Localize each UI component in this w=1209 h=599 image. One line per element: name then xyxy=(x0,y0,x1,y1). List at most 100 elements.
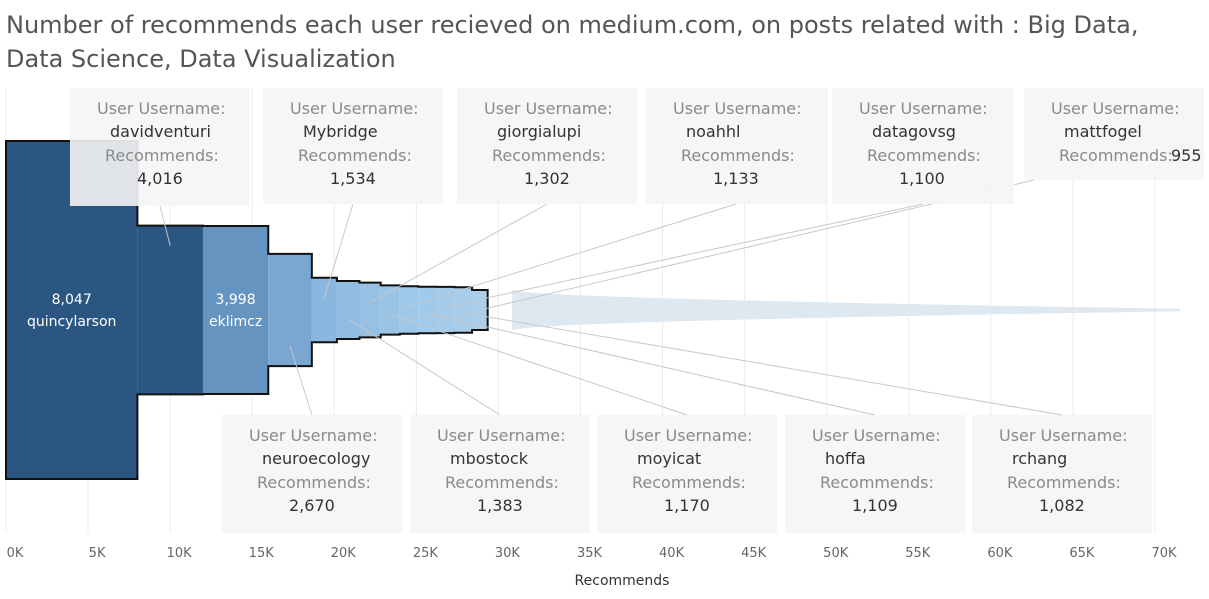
x-tick-label: 20K xyxy=(331,546,357,561)
bar-mbostock xyxy=(336,280,360,340)
x-tick-label: 45K xyxy=(741,546,767,561)
card-recommends-key: Recommends: xyxy=(298,146,412,165)
tooltip-card xyxy=(263,88,443,204)
tooltip-card xyxy=(597,415,777,533)
bar-Mybridge xyxy=(311,277,337,343)
card-recommends-key: Recommends: xyxy=(492,146,606,165)
card-recommends-key: Recommends: xyxy=(1059,146,1173,165)
bar-hoffa xyxy=(418,286,437,334)
x-tick-label: 0K xyxy=(7,546,24,561)
x-tick-label: 25K xyxy=(413,546,439,561)
tooltip-card xyxy=(1024,88,1204,180)
tooltip-card xyxy=(785,415,965,533)
card-user-value: mbostock xyxy=(450,449,529,468)
card-recommends-value: 4,016 xyxy=(137,169,183,188)
card-recommends-value: 1,383 xyxy=(477,496,523,515)
x-axis-title: Recommends xyxy=(575,573,670,589)
card-user-value: davidventuri xyxy=(110,122,211,141)
card-user-value: neuroecology xyxy=(262,449,370,468)
x-tick-label: 10K xyxy=(167,546,193,561)
tooltip-card xyxy=(457,88,637,204)
x-tick-label: 35K xyxy=(577,546,603,561)
card-user-value: datagovsg xyxy=(872,122,956,141)
card-recommends-value: 2,670 xyxy=(289,496,335,515)
card-recommends-value: 1,133 xyxy=(713,169,759,188)
card-recommends-value: 1,082 xyxy=(1039,496,1085,515)
card-recommends-value: 1,100 xyxy=(899,169,945,188)
card-recommends-key: Recommends: xyxy=(1007,473,1121,492)
tooltip-card xyxy=(646,88,826,204)
card-recommends-value: 1,170 xyxy=(664,496,710,515)
card-user-value: noahhl xyxy=(686,122,740,141)
card-recommends-key: Recommends: xyxy=(105,146,219,165)
card-user-key: User Username: xyxy=(249,426,378,445)
leader-line xyxy=(390,314,688,416)
leader-line xyxy=(445,203,924,308)
card-user-key: User Username: xyxy=(437,426,566,445)
x-tick-label: 15K xyxy=(249,546,275,561)
card-user-key: User Username: xyxy=(97,99,226,118)
bar-giorgialupi xyxy=(359,282,381,338)
x-tick-label: 70K xyxy=(1151,546,1177,561)
card-user-value: giorgialupi xyxy=(497,122,581,141)
leader-line xyxy=(369,203,548,304)
leader-line xyxy=(427,312,876,416)
card-user-value: Mybridge xyxy=(303,122,378,141)
card-recommends-key: Recommends: xyxy=(445,473,559,492)
card-user-key: User Username: xyxy=(484,99,613,118)
card-user-key: User Username: xyxy=(999,426,1128,445)
card-user-key: User Username: xyxy=(290,99,419,118)
tail-area xyxy=(512,289,1180,331)
leader-lines xyxy=(159,179,1063,416)
x-tick-label: 65K xyxy=(1069,546,1095,561)
x-tick-label: 30K xyxy=(495,546,521,561)
card-user-key: User Username: xyxy=(859,99,988,118)
leader-line xyxy=(347,318,501,416)
chart-title: Number of recommends each user recieved … xyxy=(6,11,1139,73)
leader-line xyxy=(408,203,737,307)
card-recommends-key: Recommends: xyxy=(257,473,371,492)
tooltip-card xyxy=(832,88,1014,204)
card-user-value: moyicat xyxy=(637,449,701,468)
leader-line xyxy=(323,203,354,298)
card-recommends-key: Recommends: xyxy=(681,146,795,165)
tooltip-card xyxy=(222,415,402,533)
tooltip-card xyxy=(410,415,590,533)
card-recommends-value: 1,302 xyxy=(524,169,570,188)
x-tick-label: 60K xyxy=(987,546,1013,561)
tooltip-cards: User Username: davidventuri Recommends: 4,0… xyxy=(70,88,1204,533)
card-user-key: User Username: xyxy=(1051,99,1180,118)
bar-value-label: 3,998 xyxy=(216,292,256,308)
tooltip-card xyxy=(972,415,1152,533)
leader-line xyxy=(159,205,171,246)
card-recommends-value: 955 xyxy=(1171,146,1202,165)
leader-line xyxy=(289,345,313,416)
bar-davidventuri xyxy=(137,225,203,395)
inner-labels: 8,047 quincylarson 3,998 eklimcz xyxy=(27,292,262,330)
x-tick-label: 40K xyxy=(659,546,685,561)
bar-value-label: 8,047 xyxy=(52,292,92,308)
bar-neuroecology xyxy=(268,253,312,367)
bar-moyicat xyxy=(380,285,400,335)
card-recommends-key: Recommends: xyxy=(867,146,981,165)
card-user-value: mattfogel xyxy=(1064,122,1142,141)
card-user-value: rchang xyxy=(1012,449,1067,468)
x-axis: 0K 5K 10K 15K 20K 25K 30K 35K 40K 45K 50K 55K 60K 65K… xyxy=(7,546,1177,589)
tooltip-card xyxy=(70,88,250,206)
highlight-outline xyxy=(5,140,489,480)
card-recommends-value: 1,534 xyxy=(330,169,376,188)
bar-user-label: eklimcz xyxy=(209,314,262,330)
card-user-key: User Username: xyxy=(624,426,753,445)
bar-rchang xyxy=(454,287,473,333)
card-user-key: User Username: xyxy=(673,99,802,118)
x-tick-label: 55K xyxy=(905,546,931,561)
bar-eklimcz xyxy=(202,226,269,394)
bar-noahhl xyxy=(399,286,419,334)
leader-line xyxy=(463,312,1063,416)
x-tick-label: 50K xyxy=(823,546,849,561)
bar-datagovsg xyxy=(436,286,455,334)
card-recommends-key: Recommends: xyxy=(632,473,746,492)
x-tick-label: 5K xyxy=(89,546,106,561)
card-recommends-value: 1,109 xyxy=(852,496,898,515)
